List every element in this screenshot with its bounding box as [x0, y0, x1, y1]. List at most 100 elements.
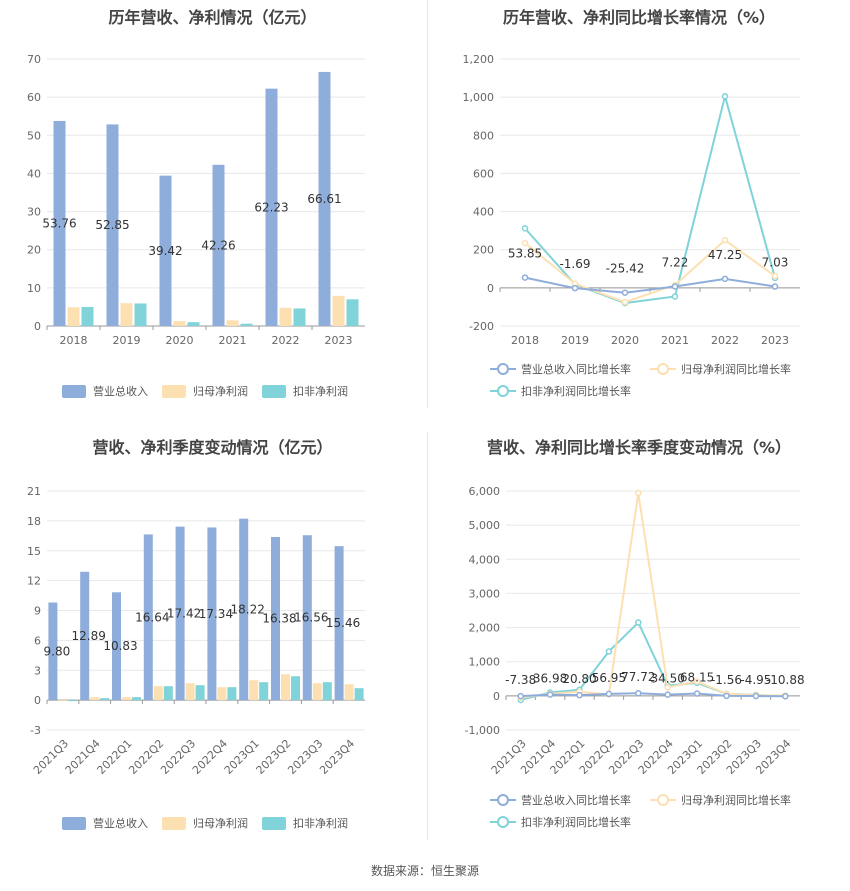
y-tick-label: 60	[27, 91, 41, 104]
bar-data-label: 10.83	[103, 639, 137, 653]
chart-title: 历年营收、净利情况（亿元）	[108, 8, 317, 27]
bar-revenue	[318, 71, 331, 327]
data-source-note: 数据来源：恒生聚源	[370, 864, 479, 878]
legend-swatch	[62, 817, 86, 830]
bar-revenue	[265, 88, 278, 327]
x-tick-label: 2021	[219, 334, 247, 347]
divider-top	[427, 0, 428, 408]
series-point	[517, 692, 524, 700]
line-data-label: 56.95	[592, 671, 626, 685]
legend-swatch-marker	[657, 363, 669, 375]
y-tick-label: 6	[34, 634, 41, 647]
y-tick-label: 0	[34, 694, 41, 707]
line-data-label: -25.42	[606, 262, 645, 276]
series-point	[771, 272, 779, 280]
bar-revenue	[302, 535, 312, 701]
legend-label: 扣非净利润同比增长率	[521, 384, 631, 398]
bar-deducted-profit	[81, 306, 94, 326]
annual-revenue-profit-chart: 0 10 20 30 40 50 60 70 2018 2019 2020 2021 2022 2023 5…	[27, 53, 365, 398]
series-point	[693, 690, 701, 697]
series-point	[546, 691, 554, 698]
chart-panel-annual-bar: 历年营收、净利情况（亿元） 0 10 20 30 40 50 60 70 2018 2019 202…	[0, 0, 425, 410]
bar-deducted-profit	[291, 676, 300, 701]
y-tick-label: 15	[27, 545, 41, 558]
y-tick-label: 9	[34, 605, 41, 618]
bar-net-profit	[312, 683, 322, 701]
series-line-deducted-profit-growth	[520, 620, 786, 701]
bar-revenue	[239, 518, 249, 701]
series-point	[635, 689, 642, 697]
x-tick-label: 2020	[166, 334, 194, 347]
bar-net-profit	[153, 686, 163, 701]
y-tick-label: -200	[469, 320, 494, 333]
x-tick-label: 2019	[113, 334, 141, 347]
legend-swatch-marker	[657, 794, 669, 806]
series-point	[771, 283, 779, 290]
bar-deducted-profit	[187, 322, 200, 326]
bar-revenue	[175, 526, 185, 701]
bar-deducted-profit	[322, 682, 332, 701]
chart-panel-quarterly-bar: 营收、净利季度变动情况（亿元） -3 0 3 6 9 12 15 18 21 2021Q3 2021…	[0, 430, 425, 850]
series-point	[521, 274, 529, 281]
y-tick-label: 20	[27, 244, 41, 257]
y-tick-label: 0	[34, 320, 41, 333]
bar-data-label: 66.61	[307, 192, 341, 206]
x-tick-label: 2018	[511, 334, 539, 347]
bar-revenue	[212, 164, 225, 326]
y-tick-label: 70	[27, 53, 41, 66]
y-tick-label: 600	[473, 167, 494, 180]
y-tick-label: 4,000	[469, 553, 501, 566]
legend-label: 扣非净利润	[293, 816, 348, 830]
line-data-label: 36.98	[533, 672, 567, 686]
bar-data-label: 39.42	[148, 244, 182, 258]
y-tick-label: 21	[27, 485, 41, 498]
series-point	[605, 648, 613, 655]
series-point	[671, 283, 679, 290]
y-tick-label: 12	[27, 575, 41, 588]
y-tick-label: 400	[473, 206, 494, 219]
bar-net-profit	[344, 684, 354, 701]
y-tick-label: 3	[34, 664, 41, 677]
bar-data-label: 16.56	[294, 611, 328, 625]
legend-swatch	[262, 817, 286, 830]
bar-deducted-profit	[163, 686, 173, 701]
series-point	[605, 690, 613, 698]
legend-swatch	[62, 385, 86, 398]
line-data-label: -1.56	[711, 673, 742, 687]
legend-swatch-marker	[497, 363, 509, 375]
y-tick-label: -3	[30, 724, 41, 737]
line-data-label: 20.80	[562, 672, 596, 686]
x-tick-label: 2019	[561, 334, 589, 347]
y-tick-label: 18	[27, 515, 41, 528]
x-tick-label: 2018	[60, 334, 88, 347]
line-data-label: 34.50	[651, 672, 685, 686]
line-data-label: 53.85	[508, 247, 542, 261]
y-tick-label: 0	[487, 282, 494, 295]
bar-data-label: 9.80	[44, 644, 71, 658]
y-tick-label: 50	[27, 129, 41, 142]
bar-net-profit	[120, 303, 133, 326]
bar-data-label: 12.89	[72, 629, 106, 643]
bar-deducted-profit	[293, 308, 306, 326]
bar-data-label: 62.23	[254, 200, 288, 214]
y-tick-label: 3,000	[469, 587, 501, 600]
series-line-deducted-profit-growth	[524, 92, 776, 305]
bar-data-label: 52.85	[95, 218, 129, 232]
x-tick-label: 2020	[611, 334, 639, 347]
series-point	[664, 684, 671, 691]
bar-net-profit	[281, 674, 290, 701]
y-tick-label: 1,000	[463, 91, 495, 104]
bar-deducted-profit	[132, 697, 141, 701]
annual-growth-rate-chart: -200 0 200 400 600 800 1,000 1,200 2018 2019 2020 2…	[463, 53, 800, 398]
series-line-revenue-growth	[520, 692, 786, 698]
legend-swatch-marker	[497, 816, 509, 828]
bar-revenue	[143, 534, 153, 701]
legend-label: 营业总收入同比增长率	[521, 793, 631, 807]
series-point	[635, 489, 642, 497]
series-point	[621, 298, 629, 306]
x-tick-label: 2023	[325, 334, 353, 347]
line-data-label: -4.95	[740, 673, 771, 687]
bar-revenue	[48, 602, 58, 701]
series-point	[752, 692, 760, 700]
bar-revenue	[53, 120, 66, 326]
